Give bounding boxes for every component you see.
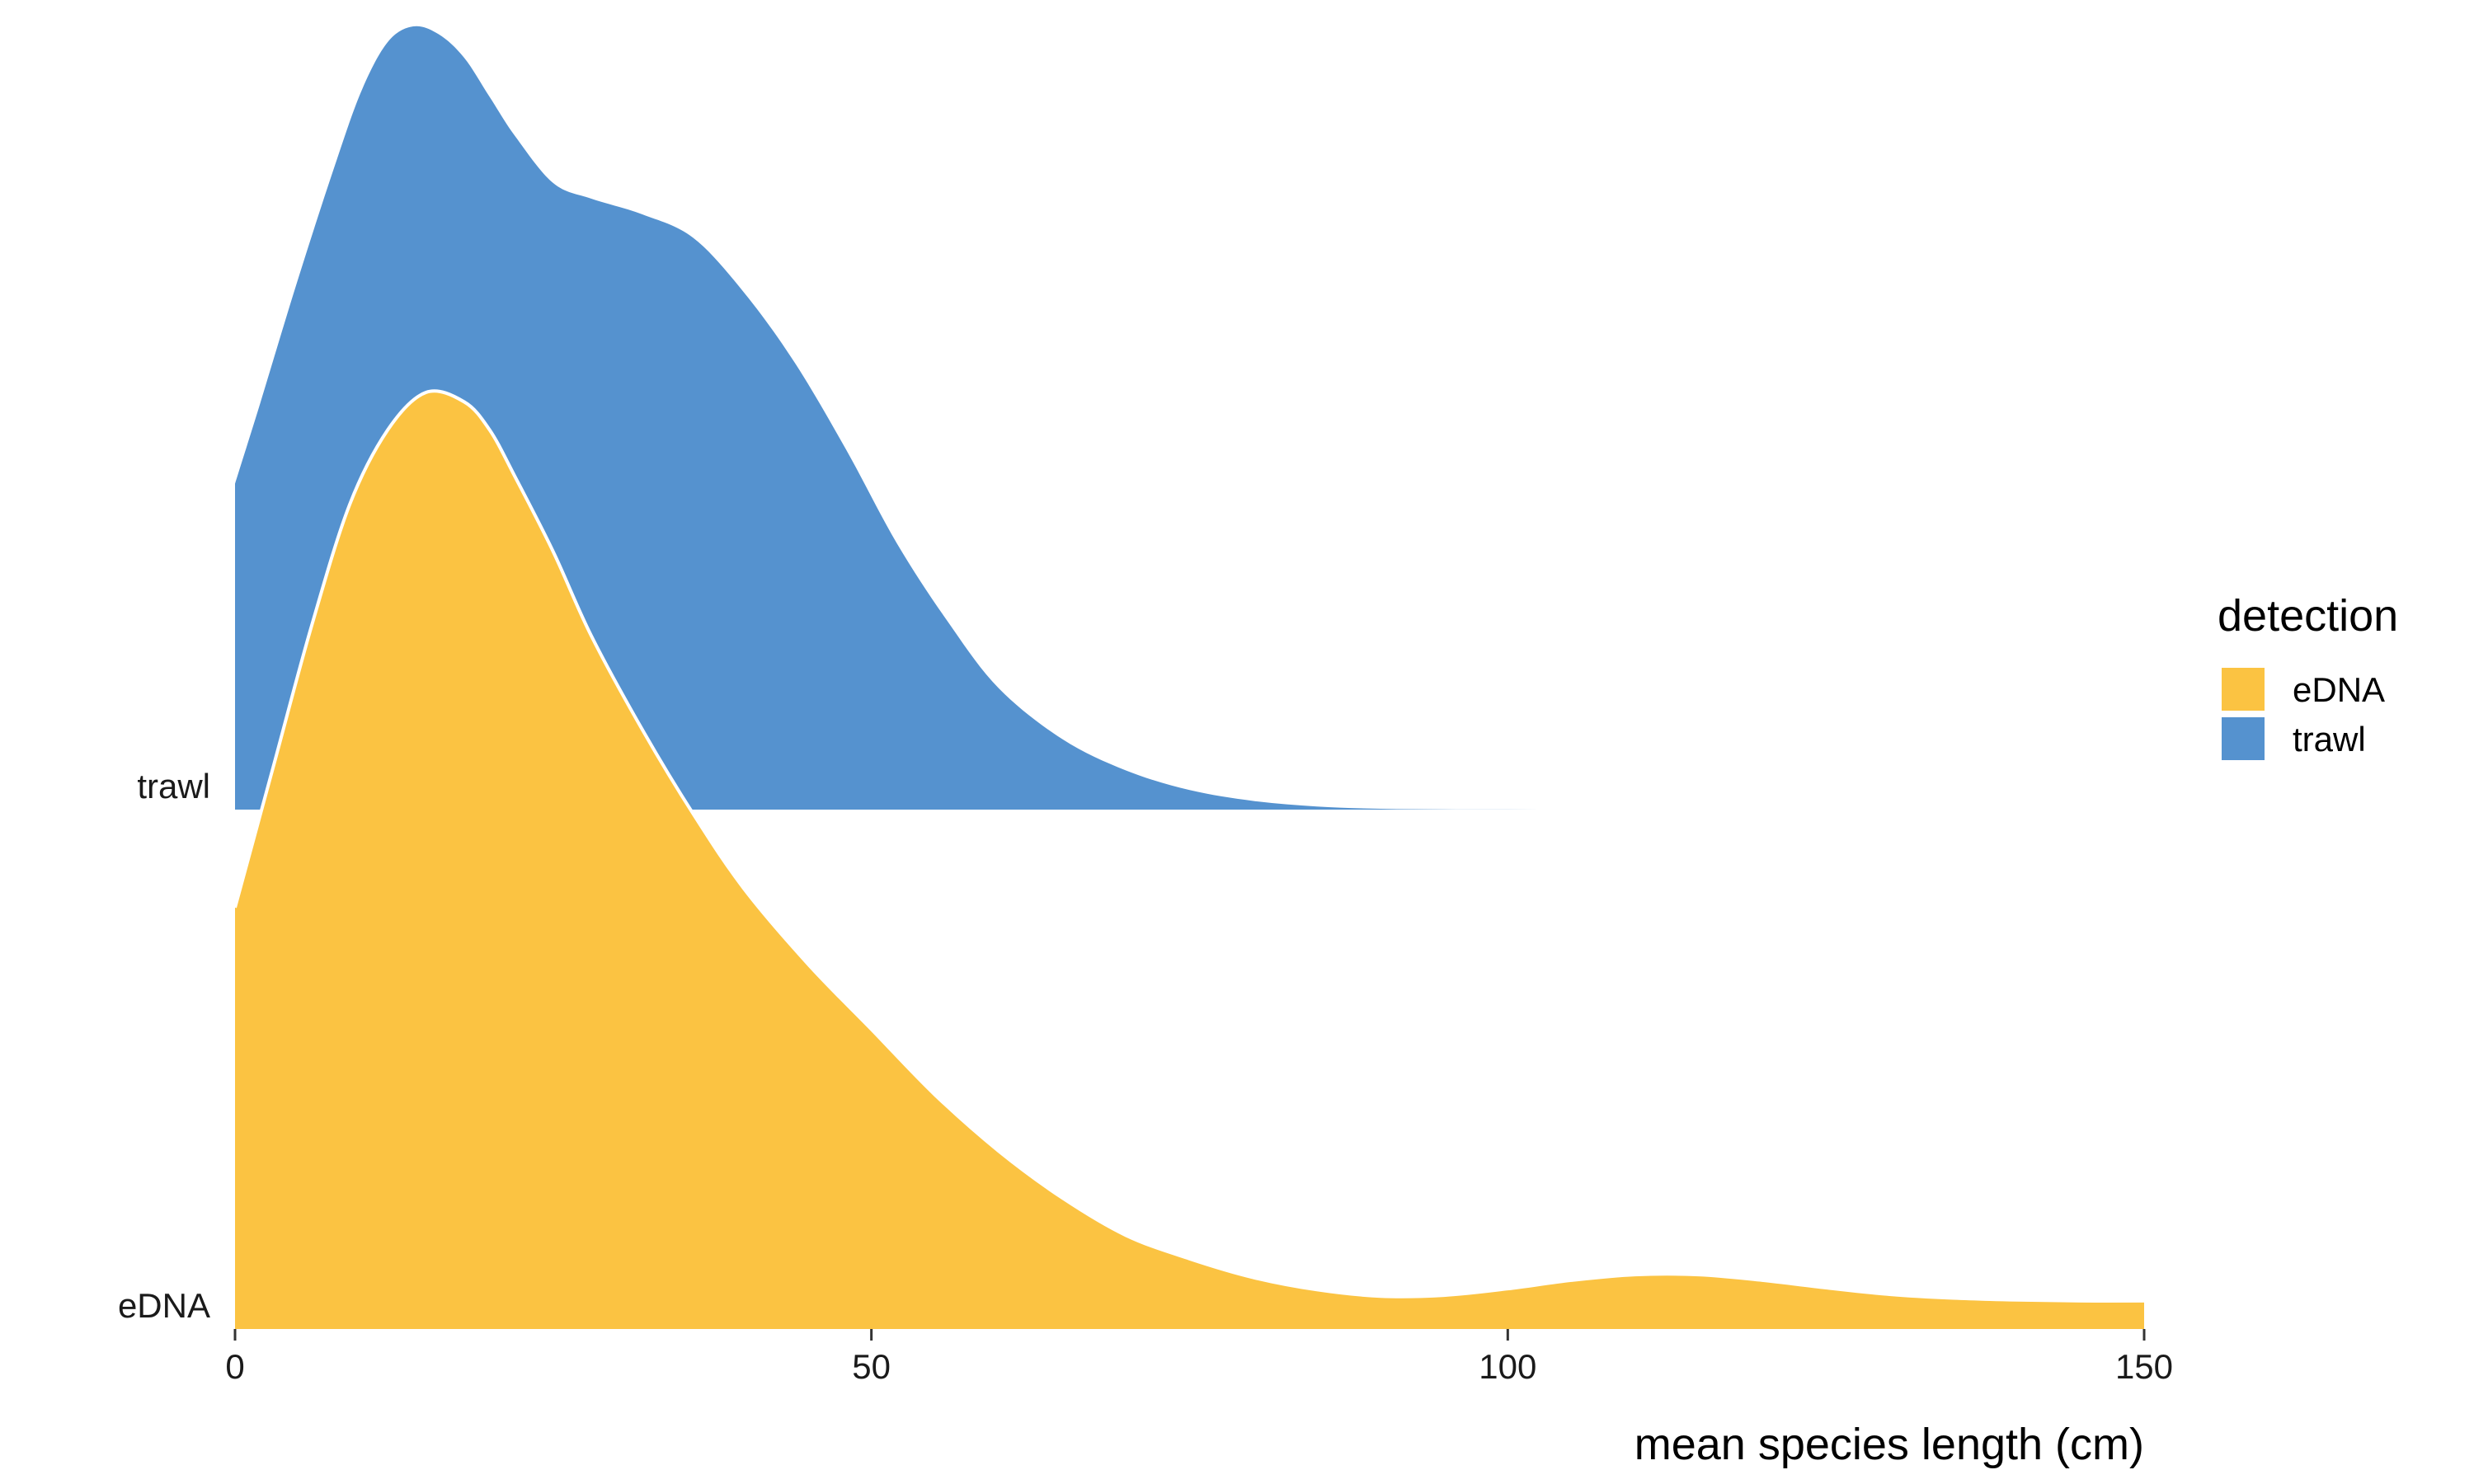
- legend-items: eDNA trawl: [2222, 668, 2385, 760]
- legend-label-trawl: trawl: [2293, 720, 2366, 758]
- y-category-label-trawl: trawl: [137, 767, 210, 805]
- axis-layer: 0 50 100 150 eDNA trawl: [118, 767, 2173, 1386]
- legend: detection eDNA trawl: [2218, 591, 2398, 760]
- x-tick-label: 0: [225, 1347, 244, 1386]
- legend-label-edna: eDNA: [2293, 670, 2385, 709]
- density-area-edna: [235, 391, 2144, 1330]
- density-outline-edna: [233, 389, 2145, 1303]
- x-tick-label: 50: [852, 1347, 891, 1386]
- density-area-trawl: [235, 26, 1635, 810]
- legend-swatch-trawl: [2222, 717, 2265, 760]
- legend-title: detection: [2218, 591, 2398, 641]
- series-layer: [233, 26, 2145, 1330]
- y-category-label-edna: eDNA: [118, 1286, 210, 1325]
- x-tick-label: 100: [1479, 1347, 1536, 1386]
- legend-swatch-edna: [2222, 668, 2265, 711]
- x-tick-label: 150: [2115, 1347, 2173, 1386]
- x-axis-title: mean species length (cm): [1634, 1420, 2144, 1469]
